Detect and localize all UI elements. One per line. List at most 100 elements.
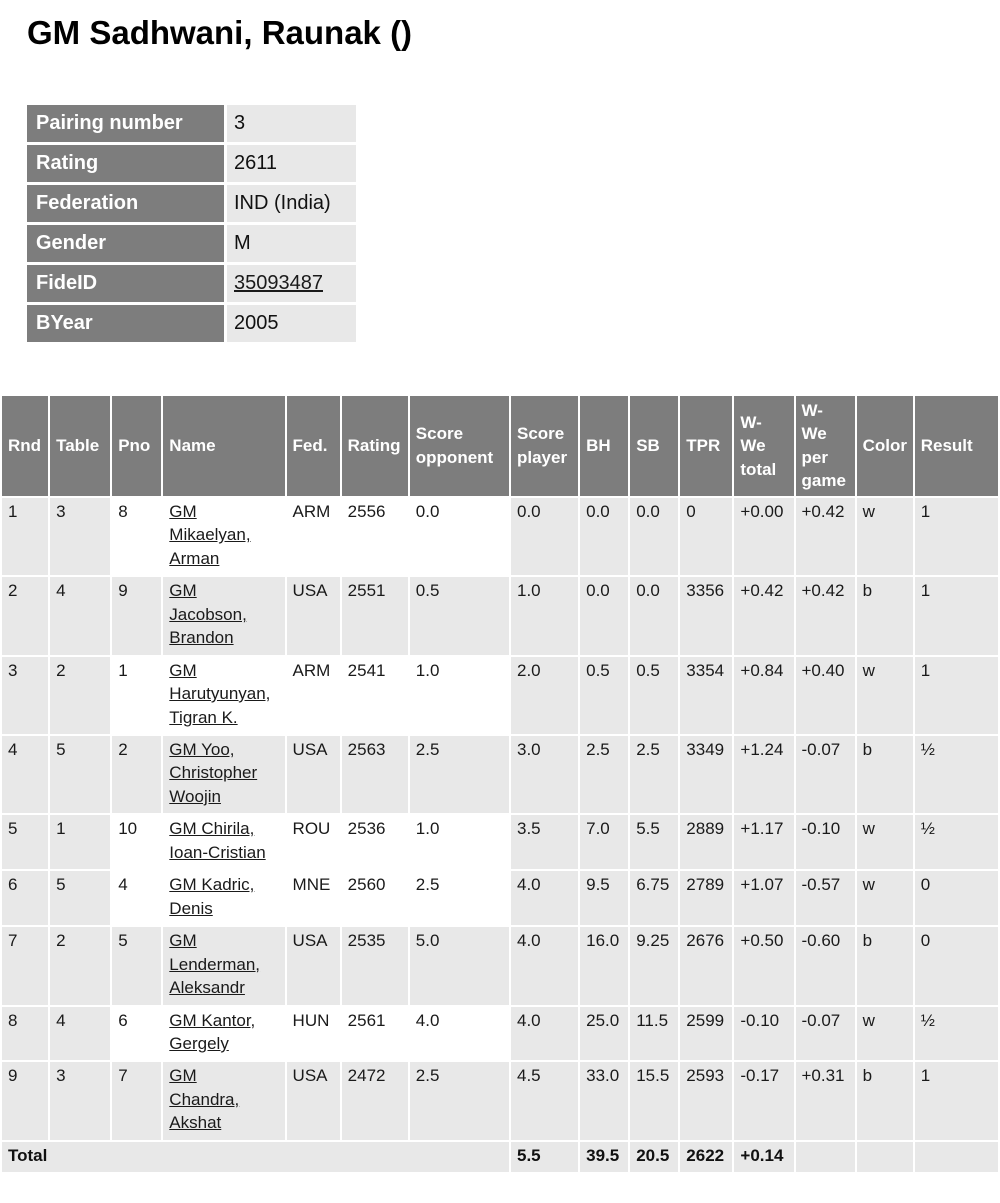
cell-wwe_total: +0.42: [734, 577, 794, 655]
info-label-gender: Gender: [27, 224, 224, 262]
cell-color: w: [856, 497, 913, 576]
cell-pno: 6: [112, 1006, 162, 1061]
info-row-gender: Gender M: [27, 224, 356, 262]
total-score_player: 5.5: [510, 1141, 579, 1172]
opponent-link[interactable]: GM Mikaelyan, Arman: [169, 501, 251, 568]
results-body: 1 3 8 GM Mikaelyan, Arman ARM 2556 0.0 0.0 0.0 0.…: [2, 497, 998, 1172]
cell-fed: USA: [286, 736, 340, 814]
opponent-link[interactable]: GM Yoo, Christopher Woojin: [169, 740, 258, 806]
cell-score_opponent: 1.0: [409, 815, 509, 870]
cell-score_opponent: 2.5: [409, 871, 509, 926]
cell-score_opponent: 2.5: [409, 1062, 509, 1140]
cell-rnd: 7: [2, 927, 49, 1005]
cell-name: GM Harutyunyan, Tigran K.: [163, 656, 285, 735]
opponent-link[interactable]: GM Chandra, Akshat: [169, 1066, 240, 1133]
opponent-link[interactable]: GM Jacobson, Brandon: [169, 581, 247, 648]
cell-tpr: 2593: [680, 1062, 733, 1140]
cell-tpr: 0: [680, 497, 733, 576]
cell-color: b: [856, 577, 913, 655]
cell-sb: 0.5: [630, 656, 679, 735]
info-value-fideid: 35093487: [227, 264, 356, 302]
opponent-link[interactable]: GM Kantor, Gergely: [169, 1010, 256, 1053]
total-label: Total: [2, 1141, 509, 1172]
cell-bh: 25.0: [580, 1006, 629, 1061]
cell-pno: 9: [112, 577, 162, 655]
cell-fed: MNE: [286, 871, 340, 926]
opponent-link[interactable]: GM Chirila, Ioan-Cristian: [169, 819, 266, 862]
cell-sb: 9.25: [630, 927, 679, 1005]
fideid-link[interactable]: 35093487: [234, 271, 323, 294]
cell-result: ½: [914, 1006, 998, 1061]
cell-tpr: 2889: [680, 815, 733, 870]
cell-tpr: 2599: [680, 1006, 733, 1061]
col-header-wwe_per_game: W- We per game: [795, 395, 855, 496]
cell-sb: 11.5: [630, 1006, 679, 1061]
opponent-link[interactable]: GM Harutyunyan, Tigran K.: [169, 660, 271, 727]
cell-sb: 5.5: [630, 815, 679, 870]
cell-score_opponent: 0.5: [409, 577, 509, 655]
cell-tpr: 3349: [680, 736, 733, 814]
info-value-rating: 2611: [227, 144, 356, 182]
cell-wwe_total: +1.17: [734, 815, 794, 870]
info-row-fideid: FideID 35093487: [27, 264, 356, 302]
cell-score_player: 4.5: [510, 1062, 579, 1140]
cell-color: w: [856, 656, 913, 735]
result-row: 9 3 7 GM Chandra, Akshat USA 2472 2.5 4.5 33.0 15…: [2, 1062, 998, 1140]
cell-tpr: 3354: [680, 656, 733, 735]
cell-rnd: 8: [2, 1006, 49, 1061]
cell-result: 1: [914, 656, 998, 735]
cell-tpr: 2676: [680, 927, 733, 1005]
cell-rnd: 9: [2, 1062, 49, 1140]
cell-sb: 2.5: [630, 736, 679, 814]
cell-table: 3: [50, 497, 111, 576]
cell-fed: ROU: [286, 815, 340, 870]
cell-bh: 0.0: [580, 577, 629, 655]
total-empty-cell: [856, 1141, 913, 1172]
col-header-result: Result: [914, 395, 998, 496]
cell-result: 0: [914, 927, 998, 1005]
result-row: 3 2 1 GM Harutyunyan, Tigran K. ARM 2541 1.0 2.…: [2, 656, 998, 735]
cell-result: 1: [914, 577, 998, 655]
cell-pno: 7: [112, 1062, 162, 1140]
cell-table: 4: [50, 1006, 111, 1061]
col-header-name: Name: [163, 395, 285, 496]
cell-score_player: 1.0: [510, 577, 579, 655]
info-value-gender: M: [227, 224, 356, 262]
info-value-pairing-number: 3: [227, 104, 356, 142]
total-bh: 39.5: [580, 1141, 629, 1172]
cell-fed: USA: [286, 577, 340, 655]
col-header-wwe_total: W- We total: [734, 395, 794, 496]
cell-color: b: [856, 1062, 913, 1140]
cell-pno: 5: [112, 927, 162, 1005]
info-row-pairing-number: Pairing number 3: [27, 104, 356, 142]
cell-rating: 2561: [341, 1006, 408, 1061]
total-empty-cell: [795, 1141, 855, 1172]
cell-bh: 0.5: [580, 656, 629, 735]
cell-score_opponent: 1.0: [409, 656, 509, 735]
opponent-link[interactable]: GM Kadric, Denis: [169, 875, 255, 918]
result-row: 7 2 5 GM Lenderman, Aleksandr USA 2535 5.0 4.0 1…: [2, 927, 998, 1005]
cell-score_player: 3.0: [510, 736, 579, 814]
cell-rating: 2472: [341, 1062, 408, 1140]
cell-rating: 2535: [341, 927, 408, 1005]
cell-name: GM Kantor, Gergely: [163, 1006, 285, 1061]
player-info-table: Pairing number 3 Rating 2611 Federation …: [24, 102, 359, 345]
cell-name: GM Kadric, Denis: [163, 871, 285, 926]
cell-result: 1: [914, 497, 998, 576]
total-sb: 20.5: [630, 1141, 679, 1172]
cell-rnd: 1: [2, 497, 49, 576]
col-header-fed: Fed.: [286, 395, 340, 496]
cell-rnd: 2: [2, 577, 49, 655]
cell-wwe_total: +0.50: [734, 927, 794, 1005]
cell-fed: ARM: [286, 656, 340, 735]
cell-result: ½: [914, 736, 998, 814]
opponent-link[interactable]: GM Lenderman, Aleksandr: [169, 931, 261, 998]
cell-tpr: 2789: [680, 871, 733, 926]
cell-bh: 7.0: [580, 815, 629, 870]
cell-score_opponent: 5.0: [409, 927, 509, 1005]
page: { "colors": { "header_bg": "#7d7d7d", "c…: [0, 14, 1000, 1203]
cell-rnd: 3: [2, 656, 49, 735]
info-label-byear: BYear: [27, 304, 224, 342]
cell-sb: 6.75: [630, 871, 679, 926]
cell-name: GM Mikaelyan, Arman: [163, 497, 285, 576]
